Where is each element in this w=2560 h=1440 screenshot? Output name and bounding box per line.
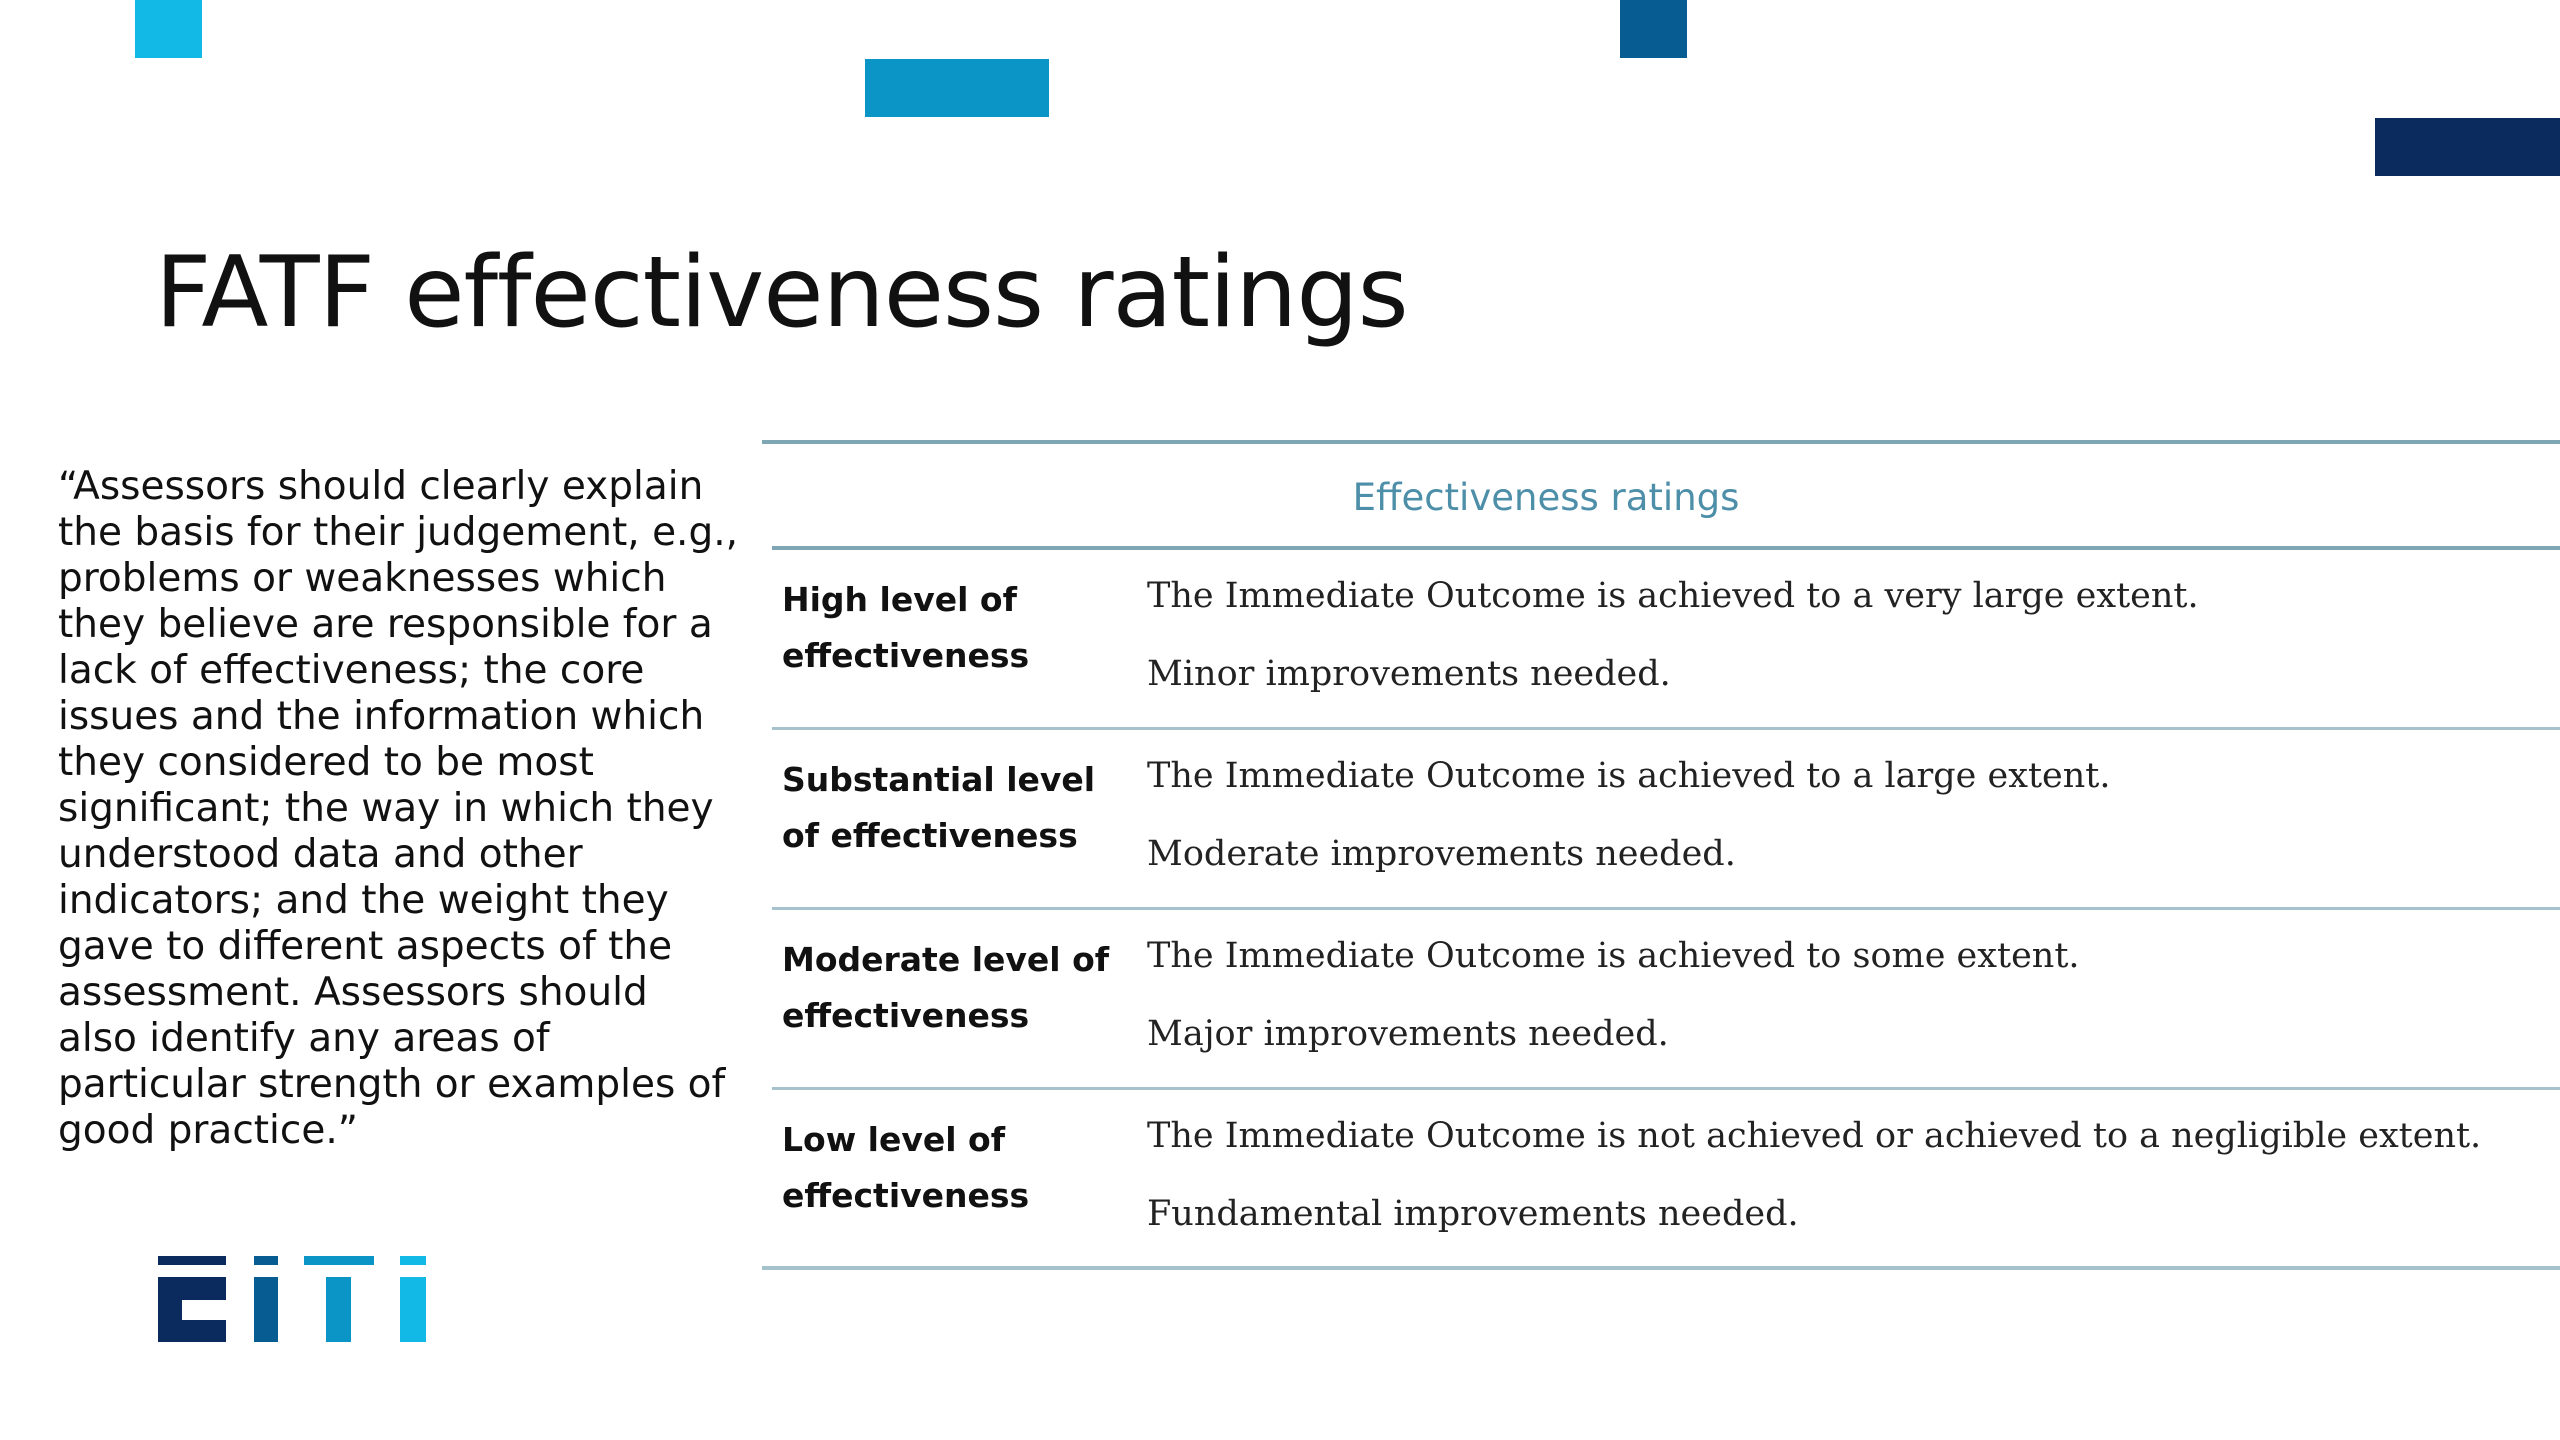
rating-outcome: The Immediate Outcome is achieved to a l…	[1147, 756, 2111, 796]
rating-level: Low level of effectiveness	[782, 1120, 1030, 1215]
slide-title: FATF effectiveness ratings	[155, 236, 1409, 350]
table-header-rule	[772, 546, 2560, 550]
logo-letter-i2	[400, 1256, 426, 1342]
row-divider	[772, 1087, 2560, 1090]
rating-outcome: The Immediate Outcome is achieved to som…	[1147, 936, 2080, 976]
row-divider	[772, 907, 2560, 910]
table-row: Low level of effectiveness The Immediate…	[762, 1090, 2560, 1270]
rating-outcome: The Immediate Outcome is not achieved or…	[1147, 1116, 2482, 1156]
rating-level: Moderate level of effectiveness	[782, 940, 1110, 1035]
logo-letter-t	[304, 1256, 374, 1342]
rating-improvement: Fundamental improvements needed.	[1147, 1194, 1799, 1234]
row-divider	[772, 727, 2560, 730]
logo-letter-e	[158, 1256, 226, 1342]
decor-bar-navy	[2375, 118, 2560, 176]
logo-letter-i	[254, 1256, 278, 1342]
eiti-logo	[158, 1256, 426, 1342]
decor-square-cyan	[135, 0, 202, 58]
table-row: High level of effectiveness The Immediat…	[762, 550, 2560, 730]
decor-square-steel	[1620, 0, 1687, 58]
rating-improvement: Major improvements needed.	[1147, 1014, 1669, 1054]
table-row: Substantial level of effectiveness The I…	[762, 730, 2560, 910]
rating-level: Substantial level of effectiveness	[782, 760, 1096, 855]
rating-level: High level of effectiveness	[782, 580, 1030, 675]
rating-outcome: The Immediate Outcome is achieved to a v…	[1147, 576, 2199, 616]
table-top-rule	[762, 440, 2560, 444]
rating-improvement: Moderate improvements needed.	[1147, 834, 1736, 874]
table-bottom-rule	[762, 1266, 2560, 1270]
table-row: Moderate level of effectiveness The Imme…	[762, 910, 2560, 1090]
assessor-quote: “Assessors should clearly explain the ba…	[58, 464, 739, 1153]
rating-improvement: Minor improvements needed.	[1147, 654, 1671, 694]
decor-bar-teal	[865, 59, 1049, 117]
table-header: Effectiveness ratings	[1352, 476, 1740, 519]
